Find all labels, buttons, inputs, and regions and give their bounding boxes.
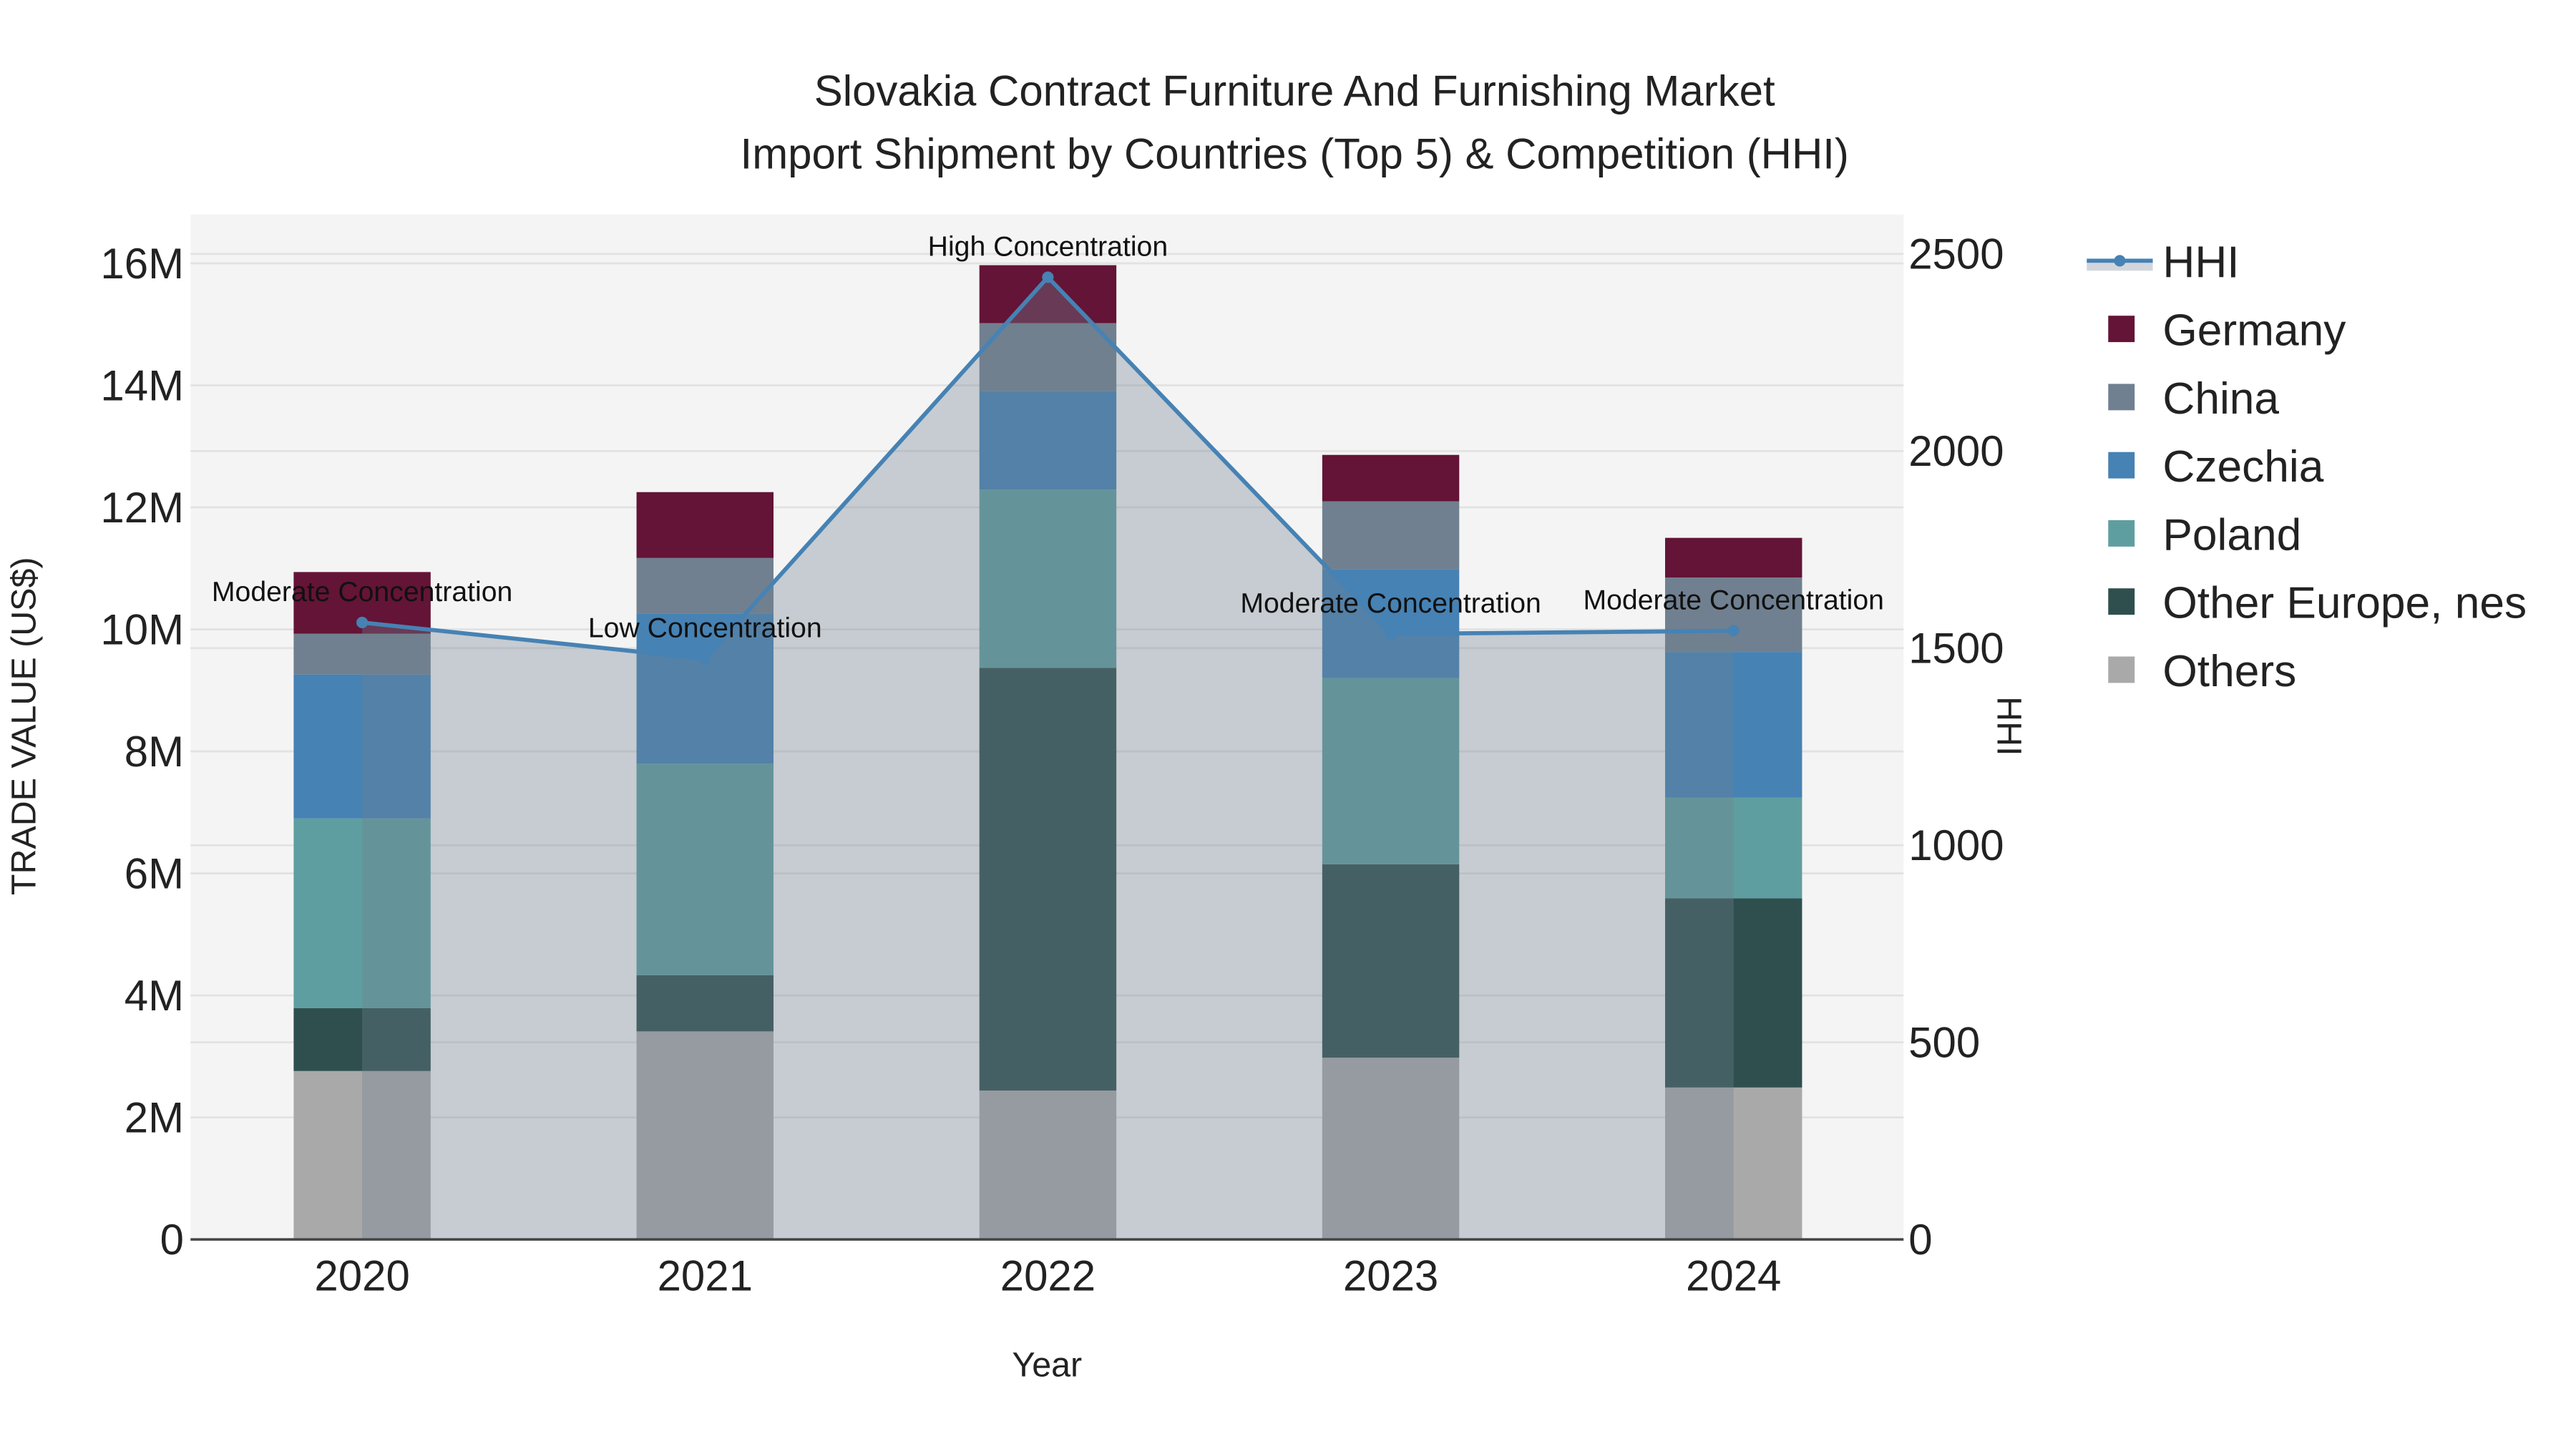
bar-czechia-2024 — [1665, 652, 1802, 798]
bar-other-europe-nes-2024 — [1665, 898, 1802, 1088]
legend-swatch-poland — [2108, 519, 2135, 547]
x-tick-label: 2023 — [1343, 1252, 1438, 1300]
y2-tick-label: 1500 — [1908, 625, 2004, 673]
legend-hhi-marker — [2114, 255, 2126, 267]
legend-label: Others — [2162, 647, 2296, 696]
x-axis-label: Year — [1012, 1346, 1082, 1385]
x-tick-label: 2024 — [1686, 1252, 1781, 1300]
y-axis-label: TRADE VALUE (US$) — [4, 557, 43, 895]
bar-others-2022 — [979, 1091, 1117, 1240]
hhi-annotation: High Concentration — [928, 231, 1168, 262]
hhi-point-2024 — [1727, 625, 1740, 637]
hhi-annotation: Moderate Concentration — [212, 577, 512, 608]
x-tick-label: 2020 — [314, 1252, 409, 1300]
bar-china-2022 — [979, 323, 1117, 391]
bar-others-2020 — [293, 1070, 431, 1240]
chart-title: Slovakia Contract Furniture And Furnishi… — [814, 67, 1775, 115]
hhi-annotation: Moderate Concentration — [1240, 588, 1541, 619]
legend-swatch-germany — [2108, 316, 2135, 343]
bar-others-2021 — [636, 1031, 774, 1240]
bar-poland-2023 — [1322, 678, 1460, 864]
legend-label: Other Europe, nes — [2162, 579, 2527, 628]
hhi-annotation: Moderate Concentration — [1584, 585, 1884, 616]
bar-china-2024 — [1665, 577, 1802, 653]
legend: HHI Germany China Czechia Poland Other Europe… — [2087, 238, 2527, 696]
bar-germany-2021 — [636, 492, 774, 558]
y-tick-label: 6M — [125, 849, 184, 897]
bar-other-europe-nes-2021 — [636, 975, 774, 1032]
bar-others-2023 — [1322, 1058, 1460, 1240]
bar-czechia-2022 — [979, 391, 1117, 490]
bars — [293, 265, 1802, 1240]
legend-label: Poland — [2162, 510, 2301, 560]
bar-other-europe-nes-2022 — [979, 668, 1117, 1091]
bar-china-2021 — [636, 557, 774, 614]
hhi-point-2022 — [1042, 271, 1054, 283]
hhi-area — [362, 277, 1734, 1240]
chart-subtitle: Import Shipment by Countries (Top 5) & C… — [741, 130, 1849, 177]
y2-axis-ticks: 0 500 1000 1500 2000 2500 — [1908, 230, 2004, 1264]
x-tick-label: 2021 — [658, 1252, 753, 1300]
bar-germany-2024 — [1665, 537, 1802, 578]
legend-label-hhi: HHI — [2162, 238, 2239, 287]
bar-germany-2023 — [1322, 454, 1460, 502]
bar-czechia-2020 — [293, 674, 431, 819]
y2-axis-label: HHI — [1990, 696, 2029, 756]
y-tick-label: 10M — [100, 605, 184, 653]
legend-swatch-china — [2108, 384, 2135, 411]
y2-tick-label: 2000 — [1908, 427, 2004, 475]
y2-tick-label: 0 — [1908, 1216, 1932, 1264]
bar-china-2020 — [293, 633, 431, 675]
hhi-point-2021 — [699, 653, 711, 665]
y-tick-label: 14M — [100, 361, 184, 409]
y-tick-label: 2M — [125, 1093, 184, 1141]
hhi-annotation: Low Concentration — [588, 613, 822, 644]
x-axis-ticks: 2020 2021 2022 2023 2024 — [314, 1252, 1781, 1300]
legend-swatch-others — [2108, 656, 2135, 683]
y2-tick-label: 2500 — [1908, 230, 2004, 278]
y-tick-label: 8M — [125, 728, 184, 776]
legend-swatch-other-europe-nes — [2108, 588, 2135, 615]
bar-other-europe-nes-2023 — [1322, 864, 1460, 1058]
bar-other-europe-nes-2020 — [293, 1008, 431, 1071]
bar-poland-2021 — [636, 763, 774, 975]
x-tick-label: 2022 — [1000, 1252, 1096, 1300]
bar-poland-2024 — [1665, 797, 1802, 899]
hhi-point-2023 — [1385, 628, 1397, 640]
legend-swatch-czechia — [2108, 452, 2135, 479]
bar-poland-2022 — [979, 489, 1117, 668]
bar-poland-2020 — [293, 818, 431, 1008]
y-axis-ticks: 0 2M 4M 6M 8M 10M 12M 14M 16M — [100, 240, 184, 1264]
y-tick-label: 12M — [100, 484, 184, 532]
bar-china-2023 — [1322, 501, 1460, 570]
y-tick-label: 16M — [100, 240, 184, 288]
y2-tick-label: 1000 — [1908, 821, 2004, 869]
y2-tick-label: 500 — [1908, 1018, 1980, 1066]
bar-others-2024 — [1665, 1087, 1802, 1240]
bar-czechia-2021 — [636, 613, 774, 764]
hhi-series: Moderate Concentration Low Concentration H… — [212, 231, 1884, 1240]
y-tick-label: 4M — [125, 972, 184, 1020]
y-tick-label: 0 — [160, 1216, 184, 1264]
legend-label: Czechia — [2162, 442, 2323, 492]
legend-label: China — [2162, 374, 2279, 424]
legend-label: Germany — [2162, 306, 2346, 356]
hhi-point-2020 — [356, 616, 369, 629]
